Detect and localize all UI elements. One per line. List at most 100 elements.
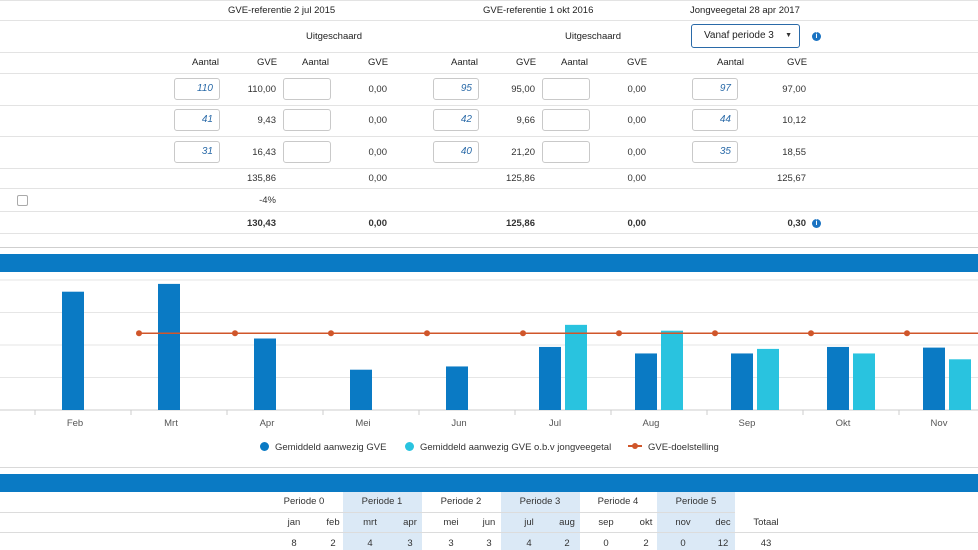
- col-gve: GVE: [627, 57, 648, 68]
- bar-gemiddeld-jul[interactable]: [539, 346, 561, 410]
- bar-gemiddeld-apr[interactable]: [254, 338, 276, 411]
- chevron-down-icon: ▼: [785, 32, 792, 39]
- uitgeschaard-input[interactable]: [283, 109, 331, 131]
- legend-label: Gemiddeld aanwezig GVE: [275, 442, 387, 453]
- uitgeschaard-input[interactable]: [283, 78, 331, 100]
- target-point[interactable]: [232, 330, 238, 337]
- target-point[interactable]: [328, 330, 334, 337]
- bar-jongvee-nov[interactable]: [949, 359, 971, 410]
- bar-jongvee-aug[interactable]: [661, 330, 683, 410]
- gve-value: 21,20: [511, 147, 535, 158]
- uitgeschaard-input[interactable]: [283, 141, 331, 163]
- col-aantal: Aantal: [451, 57, 478, 68]
- aantal-input[interactable]: 95: [433, 78, 479, 100]
- target-point[interactable]: [520, 330, 526, 337]
- bar-jongvee-okt[interactable]: [853, 353, 875, 410]
- info-icon[interactable]: i: [812, 219, 821, 228]
- legend-swatch: [628, 443, 642, 449]
- month-value: 3: [486, 538, 492, 549]
- x-tick-label-sep: Sep: [739, 418, 756, 429]
- gve-value: 9,43: [257, 115, 277, 126]
- col-gve: GVE: [516, 57, 537, 68]
- col-gve: GVE: [257, 57, 278, 68]
- gve-value: 0,00: [368, 115, 388, 126]
- legend-item-dark[interactable]: Gemiddeld aanwezig GVE: [260, 442, 386, 453]
- total-header: Totaal: [753, 517, 779, 528]
- month-value: 12: [717, 538, 729, 549]
- legend-item-target[interactable]: GVE-doelstelling: [628, 442, 719, 453]
- month-value: 0: [603, 538, 609, 549]
- x-tick-label-feb: Feb: [67, 418, 83, 429]
- target-point[interactable]: [136, 330, 142, 337]
- bar-gemiddeld-mei[interactable]: [350, 369, 372, 410]
- x-tick-label-jul: Jul: [549, 418, 561, 429]
- aantal-input[interactable]: 40: [433, 141, 479, 163]
- month-value: 2: [564, 538, 570, 549]
- period-shade: [343, 492, 422, 550]
- subtotal-value: 135,86: [246, 173, 276, 184]
- total-value: 43: [760, 538, 772, 549]
- period-select[interactable]: Vanaf periode 3 ▼: [691, 24, 800, 48]
- col-aantal: Aantal: [302, 57, 329, 68]
- bar-jongvee-sep[interactable]: [757, 348, 779, 410]
- col-aantal: Aantal: [561, 57, 588, 68]
- subtotal-value: 125,67: [776, 173, 806, 184]
- uitgeschaard-input[interactable]: [542, 78, 590, 100]
- period-header: Periode 1: [361, 496, 403, 507]
- uitgeschaard-input[interactable]: [542, 141, 590, 163]
- bar-jongvee-jul[interactable]: [565, 324, 587, 410]
- target-point[interactable]: [424, 330, 430, 337]
- period-header: Periode 0: [283, 496, 325, 507]
- month-header: nov: [675, 517, 691, 528]
- legend-label: Gemiddeld aanwezig GVE o.b.v jongveegeta…: [420, 442, 612, 453]
- x-tick-label-okt: Okt: [836, 418, 851, 429]
- legend-item-light[interactable]: Gemiddeld aanwezig GVE o.b.v jongveegeta…: [405, 442, 611, 453]
- target-point[interactable]: [712, 330, 718, 337]
- total-value: 0,00: [627, 218, 647, 229]
- aantal-input[interactable]: 44: [692, 109, 738, 131]
- x-tick-label-aug: Aug: [643, 418, 660, 429]
- bar-gemiddeld-feb[interactable]: [62, 291, 84, 410]
- period-select-value: Vanaf periode 3: [704, 30, 774, 41]
- aantal-input[interactable]: 41: [174, 109, 220, 131]
- info-icon[interactable]: i: [812, 32, 821, 41]
- col-aantal: Aantal: [717, 57, 744, 68]
- bar-gemiddeld-jun[interactable]: [446, 366, 468, 410]
- target-point[interactable]: [808, 330, 814, 337]
- month-header: dec: [715, 517, 731, 528]
- gve-value: 0,00: [627, 84, 647, 95]
- reduction-value: -4%: [259, 195, 276, 206]
- bar-gemiddeld-sep[interactable]: [731, 353, 753, 410]
- uitgeschaard-input[interactable]: [542, 109, 590, 131]
- aantal-input[interactable]: 97: [692, 78, 738, 100]
- month-value: 4: [367, 538, 373, 549]
- bar-gemiddeld-okt[interactable]: [827, 346, 849, 410]
- month-value: 8: [291, 538, 297, 549]
- chart-header-band: [0, 254, 978, 272]
- reduction-checkbox[interactable]: [17, 195, 28, 206]
- period-shade: [657, 492, 735, 550]
- x-tick-label-mrt: Mrt: [164, 418, 178, 429]
- subtotal-value: 125,86: [505, 173, 535, 184]
- period-header: Periode 2: [440, 496, 482, 507]
- x-tick-label-jun: Jun: [451, 418, 466, 429]
- target-point[interactable]: [904, 330, 910, 337]
- month-header: mei: [443, 517, 459, 528]
- aantal-input[interactable]: 31: [174, 141, 220, 163]
- total-value: 125,86: [505, 218, 535, 229]
- bar-gemiddeld-aug[interactable]: [635, 353, 657, 410]
- target-point[interactable]: [616, 330, 622, 337]
- aantal-input[interactable]: 42: [433, 109, 479, 131]
- header-uitgeschaard-2: Uitgeschaard: [565, 31, 621, 42]
- legend-label: GVE-doelstelling: [648, 442, 719, 453]
- month-header: feb: [326, 517, 340, 528]
- month-header: jun: [482, 517, 496, 528]
- bar-gemiddeld-nov[interactable]: [923, 347, 945, 410]
- month-value: 0: [680, 538, 686, 549]
- legend-swatch: [405, 442, 414, 451]
- legend-swatch: [260, 442, 269, 451]
- aantal-input[interactable]: 110: [174, 78, 220, 100]
- bar-gemiddeld-mrt[interactable]: [158, 283, 180, 410]
- aantal-input[interactable]: 35: [692, 141, 738, 163]
- col-aantal: Aantal: [192, 57, 219, 68]
